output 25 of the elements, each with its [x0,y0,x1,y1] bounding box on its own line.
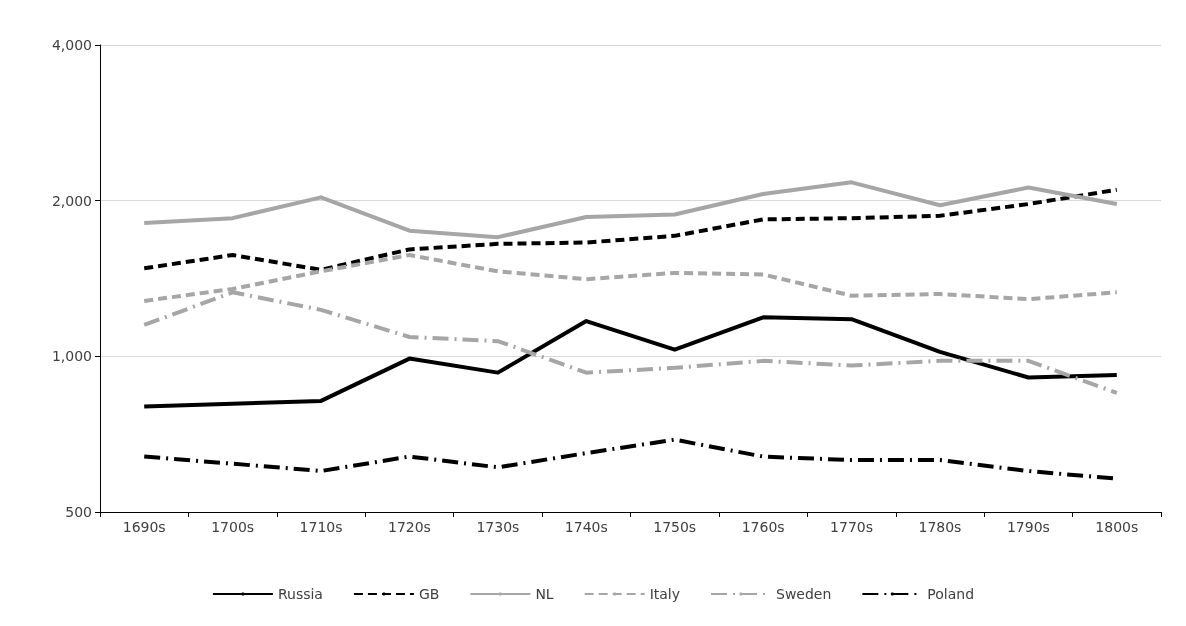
x-tick-label: 1740s [564,519,608,535]
x-tick-label: 1750s [653,519,697,535]
y-tick-label: 4,000 [51,37,92,53]
x-tick-label: 1760s [741,519,785,535]
legend-label: Russia [277,586,323,602]
x-tick-label: 1700s [211,519,255,535]
x-tick-label: 1690s [122,519,166,535]
y-tick-label: 1,000 [51,348,92,365]
legend-label: Italy [649,586,681,602]
legend-label: NL [535,586,554,602]
legend-label: Poland [927,586,975,602]
y-tick-label: 2,000 [51,192,92,209]
x-tick-label: 1780s [918,519,962,535]
legend-label: Sweden [776,586,832,602]
x-tick-label: 1770s [830,519,874,535]
x-tick-label: 1730s [476,519,520,535]
line-series [142,315,1119,409]
y-tick-label: 500 [65,504,92,520]
line-series [142,180,1119,240]
line-series [142,187,1119,272]
x-tick-label: 1720s [387,519,431,535]
legend-label: GB [418,586,440,602]
x-tick-label: 1800s [1095,519,1139,535]
x-tick-label: 1790s [1006,519,1050,535]
x-tick-label: 1710s [299,519,343,535]
